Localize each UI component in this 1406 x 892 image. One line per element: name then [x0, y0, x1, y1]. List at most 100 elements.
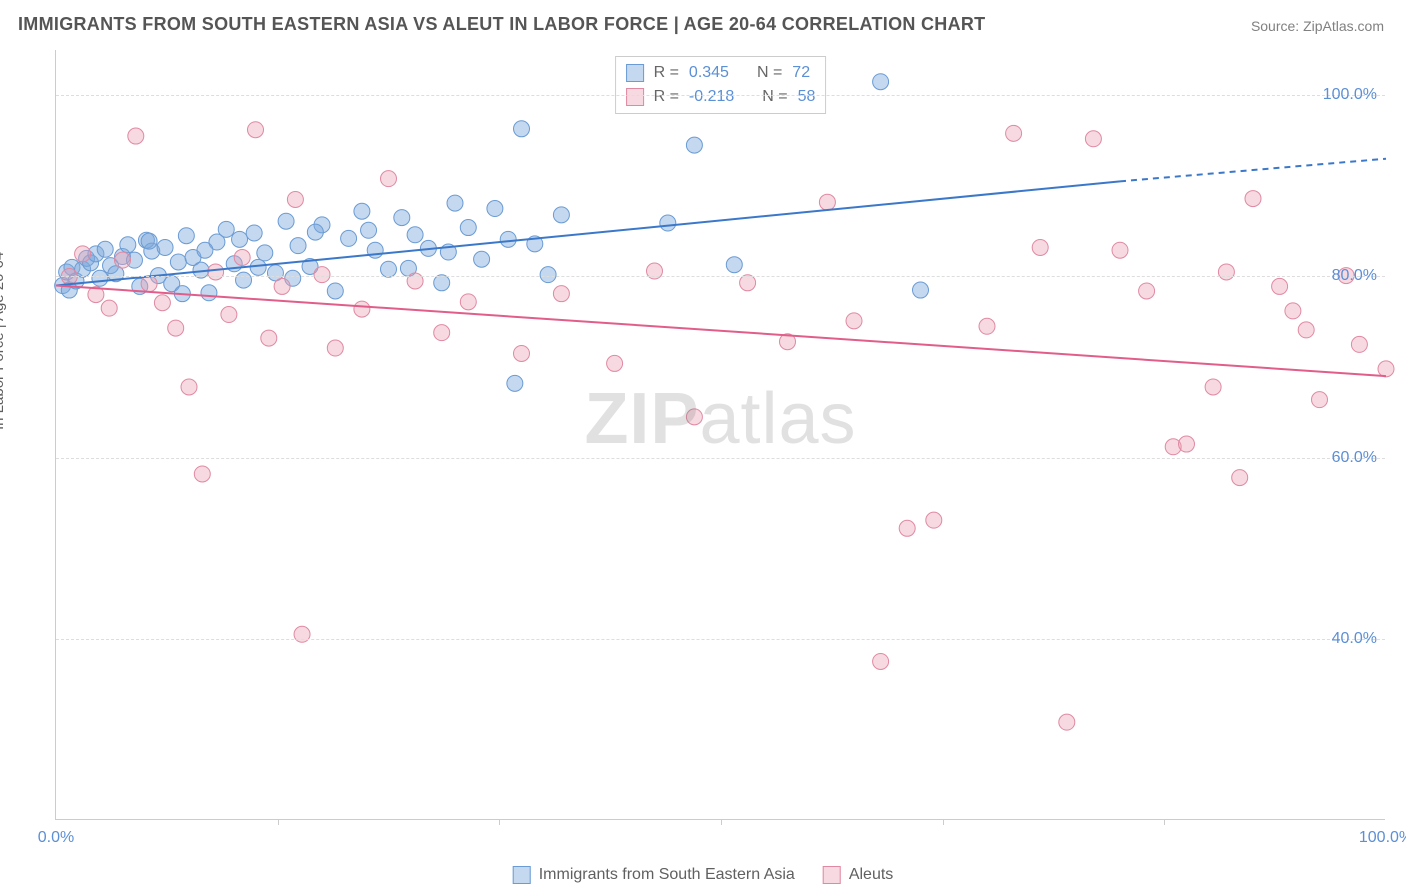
scatter-point — [460, 294, 476, 310]
swatch-icon — [626, 88, 644, 106]
scatter-point — [75, 246, 91, 262]
scatter-point — [97, 241, 113, 257]
y-tick-label: 40.0% — [1332, 630, 1377, 648]
scatter-point — [686, 409, 702, 425]
scatter-point — [1112, 242, 1128, 258]
scatter-point — [248, 122, 264, 138]
n-label: N = — [757, 61, 782, 85]
trend-line — [56, 181, 1120, 285]
r-value: 0.345 — [689, 61, 729, 85]
scatter-point — [1351, 336, 1367, 352]
scatter-point — [1218, 264, 1234, 280]
y-tick-label: 80.0% — [1332, 267, 1377, 285]
scatter-point — [540, 267, 556, 283]
series-legend: Immigrants from South Eastern Asia Aleut… — [513, 866, 894, 884]
scatter-point — [1205, 379, 1221, 395]
scatter-point — [660, 215, 676, 231]
scatter-point — [314, 267, 330, 283]
scatter-point — [218, 221, 234, 237]
chart-title: IMMIGRANTS FROM SOUTH EASTERN ASIA VS AL… — [18, 14, 985, 35]
scatter-point — [460, 220, 476, 236]
scatter-point — [407, 227, 423, 243]
scatter-point — [197, 242, 213, 258]
scatter-point — [354, 301, 370, 317]
trend-line — [56, 286, 1386, 377]
scatter-point — [246, 225, 262, 241]
scatter-point — [1285, 303, 1301, 319]
legend-label: Aleuts — [849, 866, 893, 884]
scatter-point — [1085, 131, 1101, 147]
scatter-point — [208, 264, 224, 280]
scatter-point — [181, 379, 197, 395]
scatter-point — [354, 203, 370, 219]
scatter-point — [168, 320, 184, 336]
trend-line-extrapolated — [1120, 159, 1386, 182]
scatter-point — [1032, 239, 1048, 255]
scatter-point — [474, 251, 490, 267]
scatter-point — [278, 213, 294, 229]
scatter-point — [381, 171, 397, 187]
scatter-point — [514, 345, 530, 361]
scatter-point — [307, 224, 323, 240]
n-label: N = — [762, 85, 787, 109]
scatter-point — [819, 194, 835, 210]
r-label: R = — [654, 85, 679, 109]
scatter-point — [926, 512, 942, 528]
legend-label: Immigrants from South Eastern Asia — [539, 866, 795, 884]
scatter-point — [257, 245, 273, 261]
scatter-point — [92, 270, 108, 286]
x-tick-mark — [943, 819, 944, 825]
n-value: 58 — [798, 85, 816, 109]
scatter-point — [394, 210, 410, 226]
scatter-point — [327, 340, 343, 356]
plot-area: R = 0.345 N = 72 R = -0.218 N = 58 ZIPat… — [55, 50, 1385, 820]
scatter-point — [236, 272, 252, 288]
y-tick-label: 60.0% — [1332, 449, 1377, 467]
scatter-point — [1298, 322, 1314, 338]
scatter-point — [128, 128, 144, 144]
y-tick-label: 100.0% — [1323, 86, 1377, 104]
scatter-point — [154, 295, 170, 311]
gridline — [56, 276, 1385, 277]
swatch-icon — [823, 866, 841, 884]
x-tick-mark — [721, 819, 722, 825]
scatter-point — [361, 222, 377, 238]
legend-item-0: Immigrants from South Eastern Asia — [513, 866, 795, 884]
scatter-point — [294, 626, 310, 642]
scatter-point — [899, 520, 915, 536]
scatter-point — [1232, 470, 1248, 486]
scatter-point — [447, 195, 463, 211]
scatter-point — [157, 239, 173, 255]
scatter-point — [287, 191, 303, 207]
r-value: -0.218 — [689, 85, 734, 109]
scatter-point — [341, 230, 357, 246]
scatter-point — [261, 330, 277, 346]
scatter-point — [178, 228, 194, 244]
scatter-point — [141, 233, 157, 249]
correlation-legend: R = 0.345 N = 72 R = -0.218 N = 58 — [615, 56, 827, 114]
scatter-point — [141, 276, 157, 292]
scatter-point — [381, 261, 397, 277]
corr-row-series-0: R = 0.345 N = 72 — [626, 61, 816, 85]
scatter-point — [607, 355, 623, 371]
gridline — [56, 95, 1385, 96]
scatter-point — [274, 278, 290, 294]
scatter-point — [686, 137, 702, 153]
scatter-point — [250, 259, 266, 275]
scatter-point — [1059, 714, 1075, 730]
scatter-point — [290, 238, 306, 254]
scatter-point — [234, 249, 250, 265]
scatter-point — [201, 285, 217, 301]
swatch-icon — [626, 64, 644, 82]
scatter-point — [487, 201, 503, 217]
chart-svg — [56, 50, 1385, 819]
scatter-point — [407, 273, 423, 289]
scatter-point — [507, 375, 523, 391]
scatter-point — [120, 237, 136, 253]
scatter-point — [434, 325, 450, 341]
legend-item-1: Aleuts — [823, 866, 893, 884]
gridline — [56, 458, 1385, 459]
y-axis-label: In Labor Force | Age 20-64 — [0, 252, 7, 430]
gridline — [56, 639, 1385, 640]
source-attribution: Source: ZipAtlas.com — [1251, 18, 1384, 34]
